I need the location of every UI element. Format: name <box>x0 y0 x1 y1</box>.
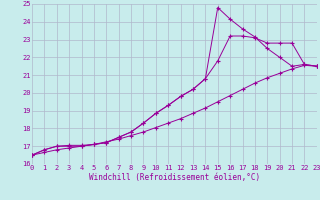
X-axis label: Windchill (Refroidissement éolien,°C): Windchill (Refroidissement éolien,°C) <box>89 173 260 182</box>
